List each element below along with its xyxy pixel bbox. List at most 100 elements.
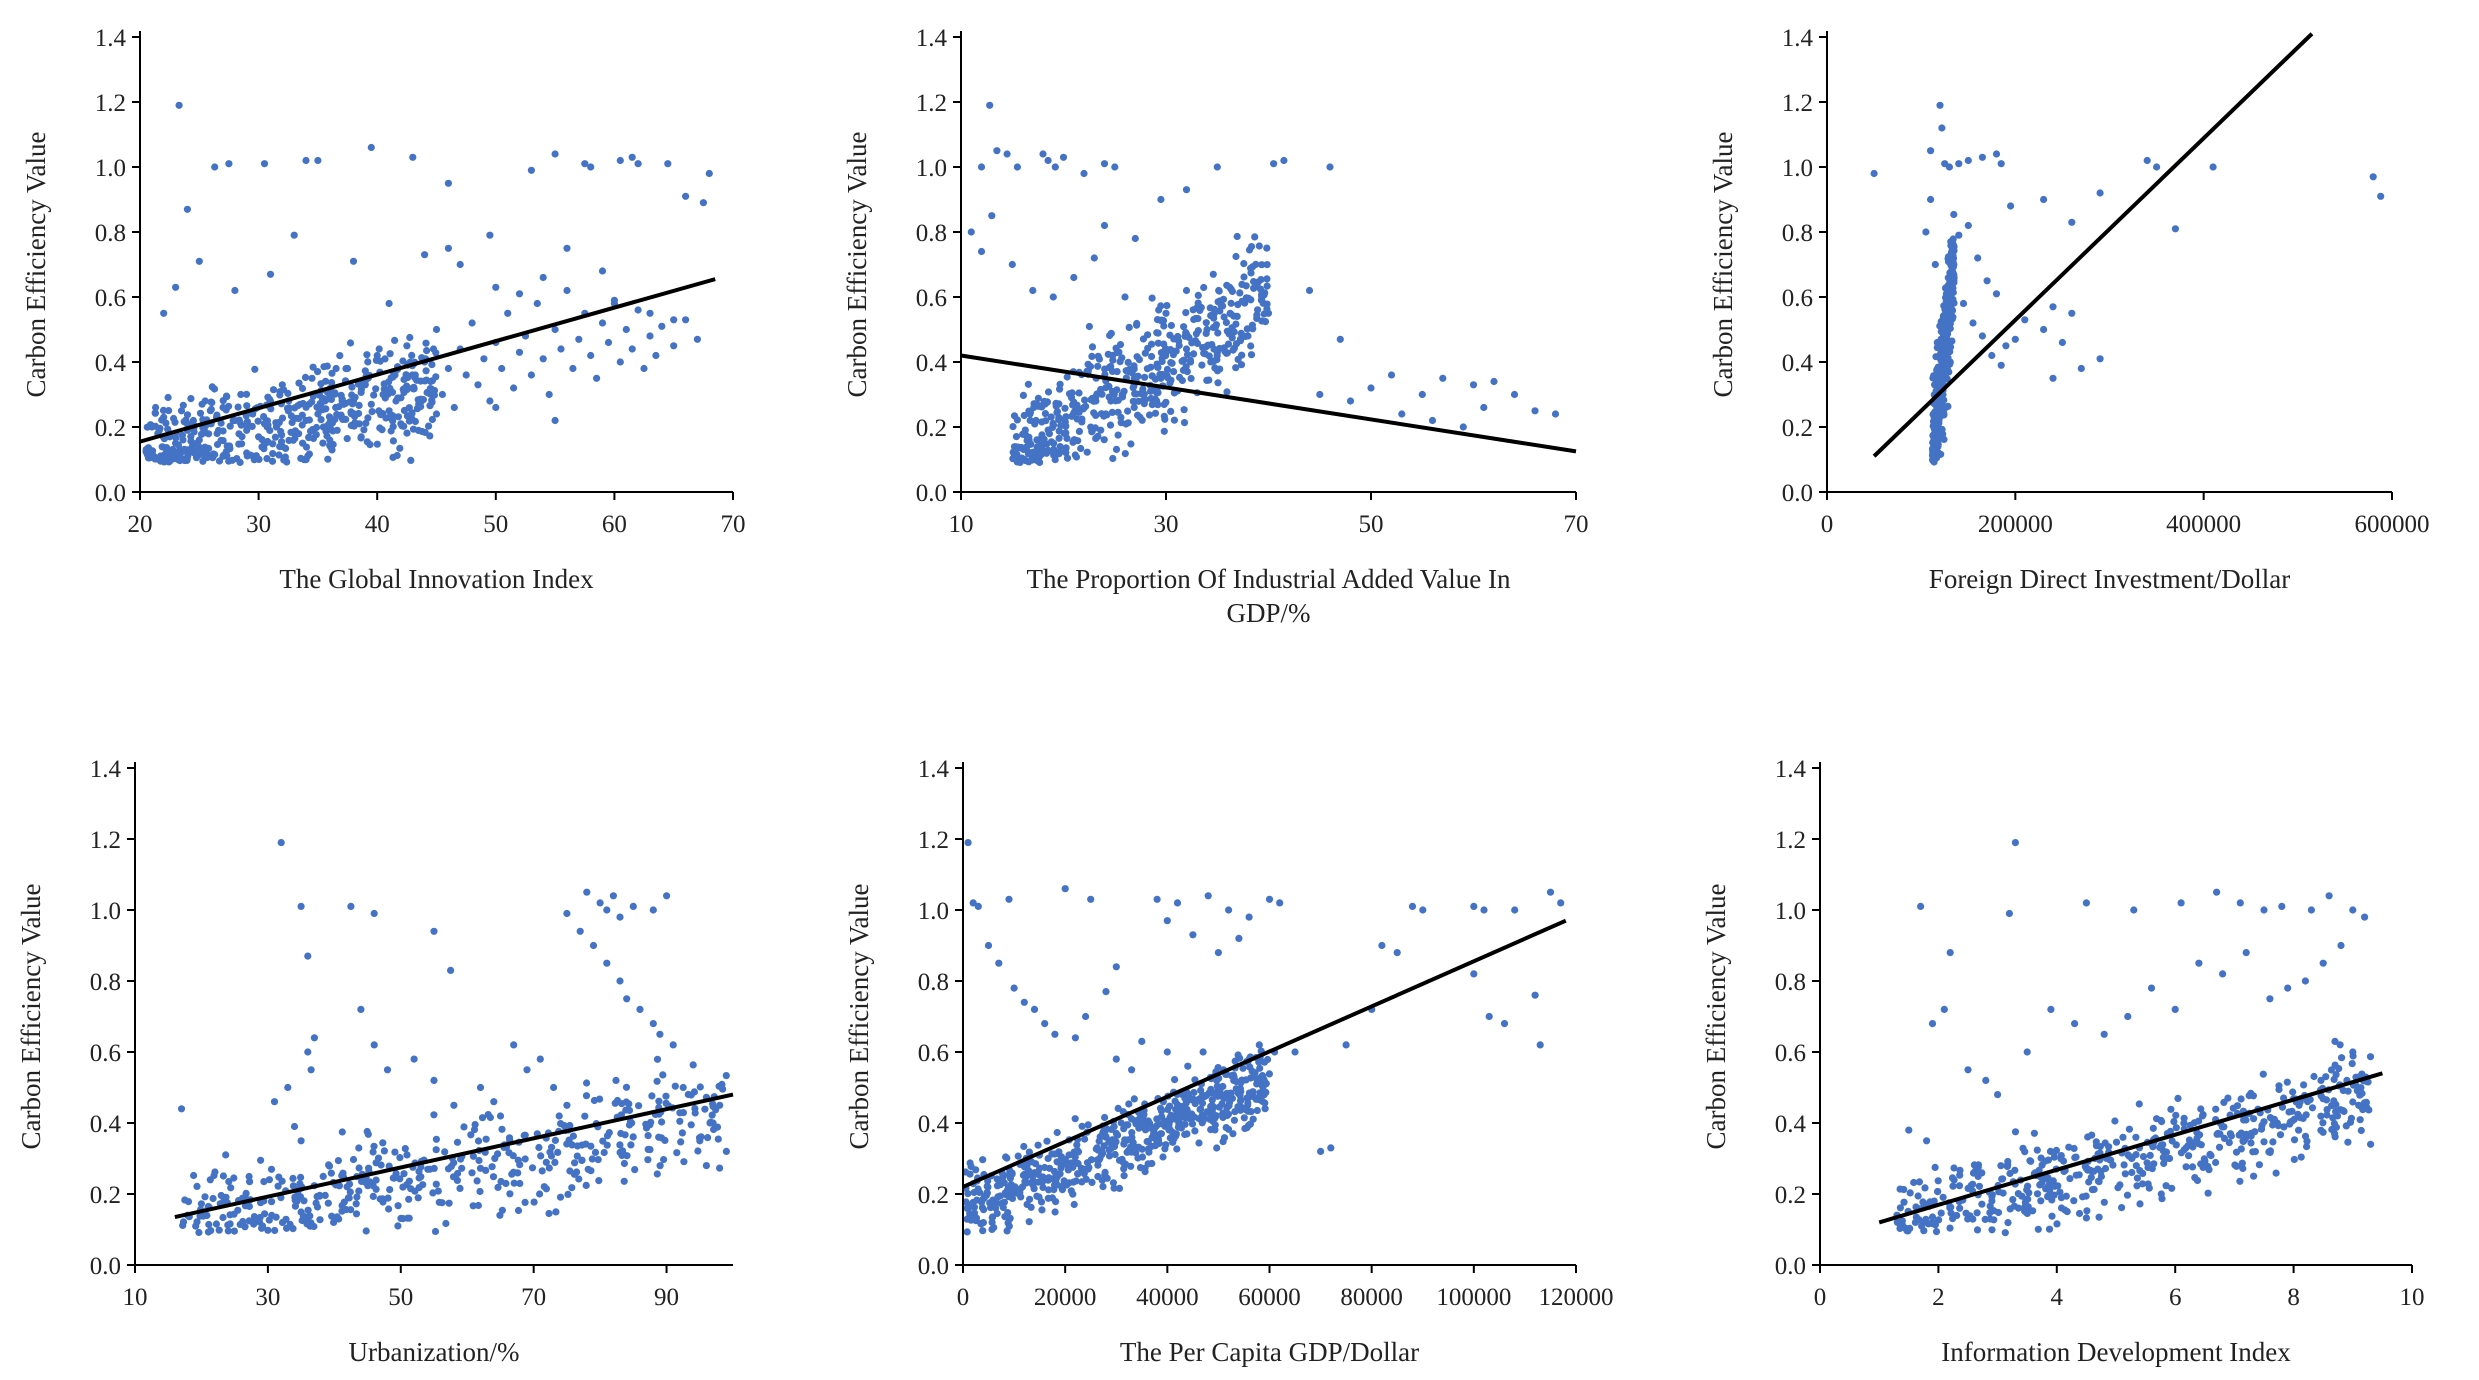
data-point xyxy=(1103,411,1111,419)
data-point xyxy=(471,1121,479,1129)
y-tick-label: 0.8 xyxy=(90,969,121,996)
data-point xyxy=(671,1082,679,1090)
data-point xyxy=(2084,1133,2092,1141)
data-point xyxy=(1950,1164,1958,1172)
data-point xyxy=(384,390,392,398)
data-point xyxy=(389,437,397,445)
data-point xyxy=(325,413,334,421)
data-point xyxy=(1012,443,1020,451)
data-point xyxy=(1097,410,1106,418)
data-point xyxy=(337,391,345,399)
data-point xyxy=(644,1132,652,1140)
data-point xyxy=(1081,396,1089,404)
data-point xyxy=(705,169,713,178)
data-point xyxy=(203,1211,211,1220)
data-point xyxy=(2132,1162,2140,1170)
data-point xyxy=(498,1206,506,1214)
data-point xyxy=(410,1055,418,1063)
data-point xyxy=(1265,895,1274,903)
data-point xyxy=(1930,413,1938,421)
data-point xyxy=(222,1193,230,1201)
data-point xyxy=(1114,396,1122,404)
data-point xyxy=(977,163,986,171)
data-point xyxy=(1197,1086,1205,1094)
data-point xyxy=(2177,899,2185,907)
data-point xyxy=(1161,415,1169,423)
data-point xyxy=(547,1152,556,1160)
data-point xyxy=(243,402,251,410)
data-point xyxy=(1091,424,1099,432)
x-tick-label: 20000 xyxy=(1034,1284,1097,1311)
data-point xyxy=(1244,1099,1252,1107)
data-point xyxy=(1238,1076,1246,1084)
data-point xyxy=(1943,375,1951,383)
data-point xyxy=(509,384,518,392)
trendline xyxy=(962,918,1567,1189)
y-tick-label: 0.0 xyxy=(916,480,947,507)
data-point xyxy=(1184,1062,1192,1070)
data-point xyxy=(582,1181,590,1189)
data-point xyxy=(2283,1078,2291,1086)
data-point xyxy=(409,385,417,393)
x-tick-label: 0 xyxy=(1814,1284,1827,1311)
data-point xyxy=(1232,252,1240,261)
scatter-chart-5: 0.00.20.40.60.81.01.21.40 20000 40000 60000… xyxy=(844,756,1614,1367)
data-point xyxy=(1236,1097,1245,1105)
data-point xyxy=(304,1048,312,1056)
data-point xyxy=(575,1175,583,1183)
data-point xyxy=(271,1226,279,1235)
data-point xyxy=(1081,1135,1089,1143)
data-point xyxy=(1198,361,1206,369)
data-point xyxy=(172,434,180,442)
data-point xyxy=(1200,349,1208,357)
data-point xyxy=(364,358,372,366)
data-point xyxy=(2232,1148,2241,1156)
data-point xyxy=(346,339,355,347)
y-tick-label: 1.0 xyxy=(90,898,121,925)
data-point xyxy=(1061,885,1069,893)
data-point xyxy=(205,1220,213,1229)
data-point xyxy=(179,1218,188,1226)
data-point xyxy=(223,393,231,401)
data-point xyxy=(1199,1048,1207,1056)
data-point xyxy=(361,367,369,375)
data-point xyxy=(2331,1061,2339,1069)
data-point xyxy=(714,1135,722,1143)
data-point xyxy=(2005,909,2013,918)
data-point xyxy=(646,309,654,317)
x-tick-label: 10 xyxy=(123,1284,148,1311)
y-tick-label: 0.4 xyxy=(918,1111,950,1138)
data-point xyxy=(474,381,482,389)
data-point xyxy=(401,1145,409,1153)
data-point xyxy=(310,1034,318,1042)
scatter-chart-6: 0.00.20.40.60.81.01.21.40 2 4 6 8 10Informati… xyxy=(1701,756,2425,1367)
data-point xyxy=(1943,322,1951,330)
data-point xyxy=(539,273,547,282)
data-point xyxy=(195,1228,203,1237)
data-point xyxy=(1948,1174,1957,1182)
data-point xyxy=(1105,1146,1113,1154)
data-point xyxy=(2026,1157,2034,1165)
data-point xyxy=(1027,1203,1035,1211)
data-point xyxy=(190,1171,198,1180)
data-point xyxy=(183,205,191,213)
data-point xyxy=(2280,1123,2288,1131)
data-point xyxy=(538,1167,546,1175)
data-point xyxy=(1016,1185,1024,1193)
data-point xyxy=(422,376,431,384)
data-point xyxy=(1069,409,1078,418)
data-point xyxy=(551,416,559,425)
data-point xyxy=(1243,325,1251,333)
data-point xyxy=(297,1208,305,1216)
data-point xyxy=(1939,350,1947,358)
data-point xyxy=(319,1172,327,1180)
data-point xyxy=(467,1131,475,1139)
data-point xyxy=(2219,970,2227,978)
data-point xyxy=(278,1218,287,1227)
data-point xyxy=(969,899,977,907)
y-tick-label: 0.0 xyxy=(1782,480,1813,507)
data-point xyxy=(333,410,341,419)
data-point xyxy=(2247,1139,2255,1147)
data-point xyxy=(445,1199,453,1207)
data-point xyxy=(2251,1148,2259,1156)
